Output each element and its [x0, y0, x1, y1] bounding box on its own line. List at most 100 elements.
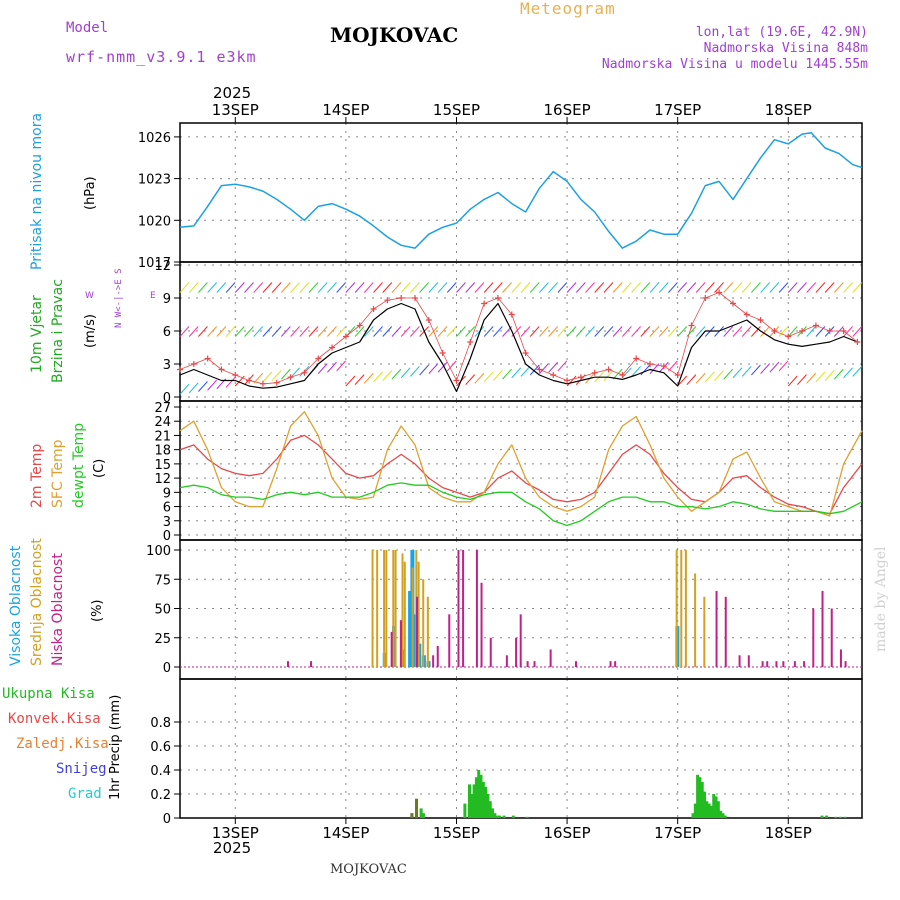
wind-barb-145: [622, 326, 632, 337]
cloud-bar-2-2: [390, 631, 393, 667]
y-tick-label-2-3: 9: [163, 486, 171, 501]
cloud-bar-2-33: [821, 590, 824, 667]
wind-barb-203: [797, 282, 807, 293]
wind-barb-71: [391, 282, 402, 293]
year-top: 2025: [213, 84, 252, 102]
wind-barb-214: [833, 326, 844, 337]
precip-bar-0-14: [488, 801, 492, 818]
wind-barb-174: [714, 370, 724, 381]
footer-station: MOJKOVAC: [330, 862, 407, 877]
wind-barb-101: [483, 282, 494, 293]
wind-barb-54: [345, 375, 356, 387]
cloud-bar-1-5: [394, 550, 397, 667]
precip-bar-0-31: [712, 794, 716, 818]
day-label-bottom-3: 16SEP: [544, 824, 591, 842]
wind-barb-76: [410, 326, 420, 337]
wind-barb-116: [529, 282, 540, 293]
wind-barb-95: [465, 282, 476, 293]
wind-barb-46: [317, 326, 328, 337]
wind-barb-212: [824, 282, 835, 293]
precip-bar-1-0: [410, 813, 414, 818]
wind-barb-15: [225, 377, 236, 388]
y-tick-label-4-3: 0.6: [150, 740, 171, 755]
wind-barb-164: [677, 282, 688, 293]
wind-barb-11: [207, 282, 218, 293]
precip-bar-0-12: [484, 786, 488, 818]
wind-barb-146: [622, 282, 632, 293]
precip-bar-0-5: [468, 784, 472, 818]
y-tick-label-3-3: 75: [154, 573, 171, 588]
precip-bar-0-4: [463, 803, 467, 818]
cloud-bar-1-14: [680, 550, 683, 667]
wind-barb-41: [299, 282, 310, 293]
wind-barb-144: [622, 367, 632, 379]
wind-barb-208: [815, 326, 826, 337]
wind-barb-114: [529, 364, 540, 376]
wind-barb-80: [419, 282, 429, 293]
y-tick-label-3-4: 100: [146, 544, 171, 559]
wind-barb-166: [686, 326, 697, 337]
precip-bar-0-22: [691, 813, 695, 818]
precip-bar-0-38: [825, 815, 829, 818]
wind-barb-48: [327, 361, 337, 373]
wind-barb-128: [566, 282, 577, 293]
day-label-top-4: 17SEP: [654, 101, 701, 119]
wind-barb-40: [299, 326, 310, 337]
wind-barb-133: [585, 326, 595, 337]
wind-barb-88: [446, 326, 457, 337]
wind-barb-1: [179, 326, 190, 337]
cloud-bar-2-16: [526, 661, 529, 667]
wind-barb-123: [557, 360, 568, 372]
wind-barb-78: [419, 364, 429, 376]
wind-barb-173: [704, 282, 715, 293]
precip-legend-hail: Grad: [68, 786, 102, 802]
wind-barb-43: [308, 326, 319, 337]
wind-barb-139: [603, 326, 614, 337]
wind-barb-49: [327, 326, 337, 337]
wind-barb-108: [511, 367, 522, 379]
precip-bar-0-23: [693, 803, 697, 818]
cloud-bar-1-12: [426, 596, 429, 667]
wind-barb-52: [336, 326, 347, 337]
y-tick-label-2-7: 21: [154, 429, 171, 444]
precip-bar-0-36: [723, 815, 727, 818]
wind-barb-94: [465, 326, 476, 337]
wind-barb-74: [400, 282, 411, 293]
coords-label: lon,lat (19.6E, 42.9N): [695, 25, 868, 40]
cloud-bar-2-17: [533, 661, 536, 667]
wind-barb-177: [723, 368, 734, 380]
cloud-bar-2-6: [436, 645, 439, 667]
wind-barb-6: [198, 381, 208, 392]
day-label-top-5: 18SEP: [765, 101, 812, 119]
wind-barb-51: [336, 360, 347, 372]
wind-barb-96: [474, 372, 485, 384]
precip-legend-snow: Snijeg: [56, 761, 107, 777]
wind-barb-170: [695, 282, 706, 293]
wind-barb-86: [437, 282, 448, 293]
wind-barb-213: [833, 368, 844, 380]
wind-barb-87: [446, 360, 457, 372]
cloud-bar-2-34: [830, 608, 833, 667]
cloud-bar-2-12: [489, 637, 492, 667]
wind-barb-160: [668, 326, 678, 337]
wind-barb-197: [778, 282, 789, 293]
wind-barb-196: [778, 326, 789, 337]
wind-barb-154: [649, 326, 660, 337]
precip-bar-0-21: [525, 816, 529, 818]
model-label: Model: [66, 20, 109, 36]
compass-e: E: [150, 291, 156, 301]
wind-barb-26: [253, 282, 264, 293]
cloud-bar-1-2: [383, 550, 386, 667]
y-tick-label-1-3: 9: [163, 292, 171, 307]
cloud-bar-2-0: [286, 661, 289, 667]
wind-barb-180: [732, 367, 743, 379]
wind-barb-136: [594, 326, 605, 337]
cloud-bar-2-28: [775, 661, 778, 667]
wind-barb-147: [631, 366, 641, 377]
model-name: wrf-nmm_v3.9.1 e3km: [66, 48, 257, 66]
precip-bar-1-1: [415, 798, 419, 818]
wind-barb-2: [179, 282, 190, 293]
wind-barb-32: [271, 282, 282, 293]
precip-bar-0-24: [696, 774, 700, 818]
